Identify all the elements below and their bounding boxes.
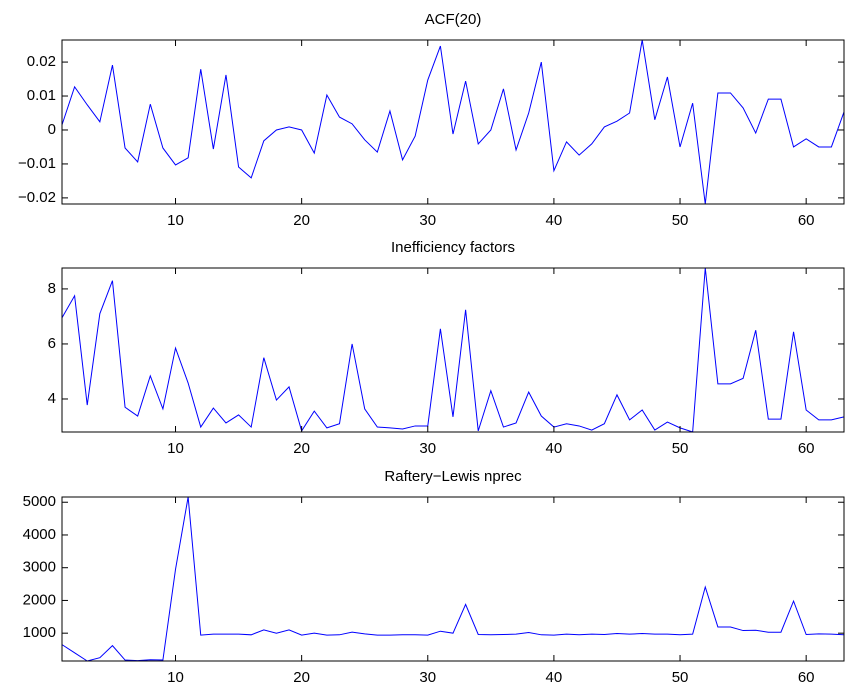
x-tick-label: 10 [167, 212, 184, 229]
axes-background [62, 268, 844, 432]
x-tick-label: 30 [419, 440, 436, 457]
x-tick-label: 40 [546, 440, 563, 457]
x-tick-label: 30 [419, 212, 436, 229]
x-tick-label: 30 [419, 669, 436, 686]
x-tick-label: 40 [546, 669, 563, 686]
data-line [61, 39, 845, 205]
x-tick-label: 20 [293, 440, 310, 457]
x-tick-label: 20 [293, 669, 310, 686]
data-line [61, 267, 845, 433]
x-tick-label: 60 [798, 669, 815, 686]
x-tick-label: 50 [672, 212, 689, 229]
x-tick-label: 20 [293, 212, 310, 229]
x-tick-label: 50 [672, 440, 689, 457]
y-tick-label: 1000 [23, 624, 56, 641]
x-tick-label: 60 [798, 212, 815, 229]
axes-frame [61, 39, 845, 205]
y-tick-label: 4 [48, 390, 56, 407]
y-tick-label: 4000 [23, 526, 56, 543]
axes-background [62, 40, 844, 204]
x-tick-label: 60 [798, 440, 815, 457]
axes-background [62, 497, 844, 661]
subplot-title: ACF(20) [425, 11, 482, 28]
y-tick-label: −0.02 [18, 189, 56, 206]
y-tick-label: 0 [48, 121, 56, 138]
subplot-title: Inefficiency factors [391, 239, 515, 256]
x-tick-label: 10 [167, 440, 184, 457]
y-tick-label: −0.01 [18, 155, 56, 172]
y-tick-label: 3000 [23, 559, 56, 576]
y-tick-label: 6 [48, 335, 56, 352]
axes-frame [61, 496, 845, 662]
x-tick-label: 50 [672, 669, 689, 686]
y-tick-label: 0.01 [27, 87, 56, 104]
y-tick-label: 0.02 [27, 53, 56, 70]
x-tick-label: 40 [546, 212, 563, 229]
subplot-title: Raftery−Lewis nprec [384, 468, 522, 485]
y-tick-label: 2000 [23, 591, 56, 608]
y-tick-label: 8 [48, 280, 56, 297]
x-tick-label: 10 [167, 669, 184, 686]
data-line [61, 496, 845, 662]
y-tick-label: 5000 [23, 493, 56, 510]
axes-frame [61, 267, 845, 433]
